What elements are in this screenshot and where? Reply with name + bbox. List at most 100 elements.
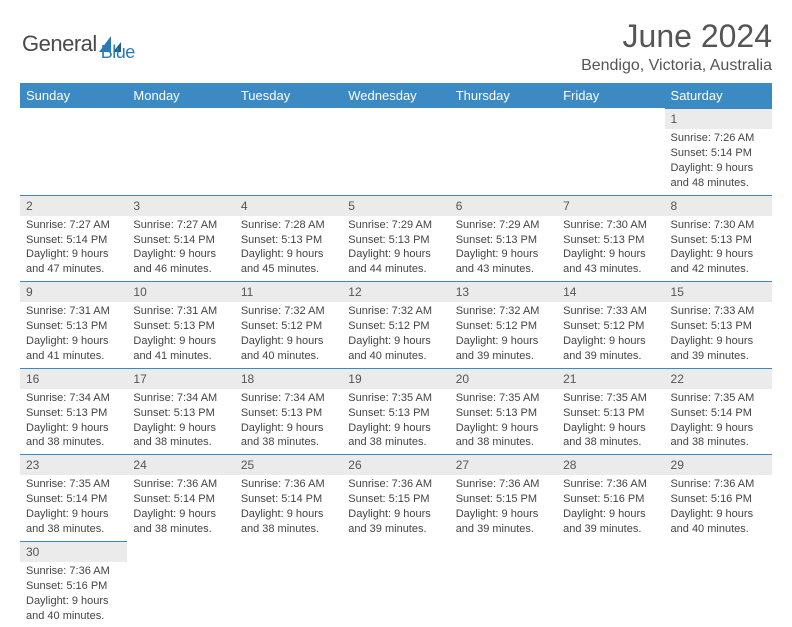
sunset-text: Sunset: 5:14 PM [26, 492, 121, 507]
day-details: Sunrise: 7:36 AMSunset: 5:16 PMDaylight:… [20, 562, 127, 627]
calendar-cell [127, 108, 234, 195]
sunset-text: Sunset: 5:13 PM [563, 406, 658, 421]
logo-text-general: General [22, 31, 97, 57]
sunrise-text: Sunrise: 7:34 AM [133, 391, 228, 406]
day-number: 21 [557, 368, 664, 389]
sunrise-text: Sunrise: 7:32 AM [241, 304, 336, 319]
day-number: 12 [342, 281, 449, 302]
daylight-text: Daylight: 9 hours and 38 minutes. [241, 421, 336, 451]
calendar-cell [342, 541, 449, 627]
calendar-cell: 3Sunrise: 7:27 AMSunset: 5:14 PMDaylight… [127, 195, 234, 282]
sunset-text: Sunset: 5:13 PM [456, 406, 551, 421]
day-number: 23 [20, 454, 127, 475]
sunset-text: Sunset: 5:14 PM [26, 233, 121, 248]
daylight-text: Daylight: 9 hours and 38 minutes. [671, 421, 766, 451]
calendar-cell [450, 541, 557, 627]
sunrise-text: Sunrise: 7:36 AM [241, 477, 336, 492]
daylight-text: Daylight: 9 hours and 40 minutes. [26, 594, 121, 624]
calendar-cell: 20Sunrise: 7:35 AMSunset: 5:13 PMDayligh… [450, 368, 557, 455]
day-details: Sunrise: 7:26 AMSunset: 5:14 PMDaylight:… [665, 129, 772, 194]
calendar-cell: 11Sunrise: 7:32 AMSunset: 5:12 PMDayligh… [235, 281, 342, 368]
sunrise-text: Sunrise: 7:36 AM [26, 564, 121, 579]
day-number: 8 [665, 195, 772, 216]
day-details: Sunrise: 7:36 AMSunset: 5:16 PMDaylight:… [665, 475, 772, 540]
day-details: Sunrise: 7:27 AMSunset: 5:14 PMDaylight:… [20, 216, 127, 281]
day-header: Saturday [665, 83, 772, 108]
daylight-text: Daylight: 9 hours and 39 minutes. [563, 334, 658, 364]
daylight-text: Daylight: 9 hours and 38 minutes. [563, 421, 658, 451]
calendar-cell: 24Sunrise: 7:36 AMSunset: 5:14 PMDayligh… [127, 454, 234, 541]
daylight-text: Daylight: 9 hours and 38 minutes. [456, 421, 551, 451]
daylight-text: Daylight: 9 hours and 38 minutes. [133, 507, 228, 537]
day-details: Sunrise: 7:36 AMSunset: 5:16 PMDaylight:… [557, 475, 664, 540]
calendar-head: SundayMondayTuesdayWednesdayThursdayFrid… [20, 83, 772, 108]
daylight-text: Daylight: 9 hours and 43 minutes. [456, 247, 551, 277]
sunset-text: Sunset: 5:16 PM [563, 492, 658, 507]
calendar-row: 30Sunrise: 7:36 AMSunset: 5:16 PMDayligh… [20, 541, 772, 627]
day-number: 10 [127, 281, 234, 302]
daylight-text: Daylight: 9 hours and 40 minutes. [671, 507, 766, 537]
calendar-cell: 17Sunrise: 7:34 AMSunset: 5:13 PMDayligh… [127, 368, 234, 455]
day-number: 25 [235, 454, 342, 475]
sunset-text: Sunset: 5:15 PM [456, 492, 551, 507]
day-header: Wednesday [342, 83, 449, 108]
calendar-cell: 4Sunrise: 7:28 AMSunset: 5:13 PMDaylight… [235, 195, 342, 282]
sunrise-text: Sunrise: 7:32 AM [456, 304, 551, 319]
daylight-text: Daylight: 9 hours and 40 minutes. [348, 334, 443, 364]
title-block: June 2024 Bendigo, Victoria, Australia [581, 18, 772, 75]
daylight-text: Daylight: 9 hours and 45 minutes. [241, 247, 336, 277]
day-number: 14 [557, 281, 664, 302]
day-details: Sunrise: 7:33 AMSunset: 5:13 PMDaylight:… [665, 302, 772, 367]
sunset-text: Sunset: 5:13 PM [241, 406, 336, 421]
calendar-cell: 8Sunrise: 7:30 AMSunset: 5:13 PMDaylight… [665, 195, 772, 282]
sunrise-text: Sunrise: 7:26 AM [671, 131, 766, 146]
calendar-cell: 28Sunrise: 7:36 AMSunset: 5:16 PMDayligh… [557, 454, 664, 541]
calendar-row: 23Sunrise: 7:35 AMSunset: 5:14 PMDayligh… [20, 454, 772, 541]
day-details: Sunrise: 7:36 AMSunset: 5:14 PMDaylight:… [235, 475, 342, 540]
sunrise-text: Sunrise: 7:34 AM [241, 391, 336, 406]
day-number: 3 [127, 195, 234, 216]
calendar-body: 1Sunrise: 7:26 AMSunset: 5:14 PMDaylight… [20, 108, 772, 627]
sunrise-text: Sunrise: 7:35 AM [671, 391, 766, 406]
day-number: 27 [450, 454, 557, 475]
sunset-text: Sunset: 5:13 PM [26, 406, 121, 421]
daylight-text: Daylight: 9 hours and 48 minutes. [671, 161, 766, 191]
calendar-cell: 21Sunrise: 7:35 AMSunset: 5:13 PMDayligh… [557, 368, 664, 455]
calendar-cell [235, 108, 342, 195]
calendar-cell: 7Sunrise: 7:30 AMSunset: 5:13 PMDaylight… [557, 195, 664, 282]
sunset-text: Sunset: 5:12 PM [563, 319, 658, 334]
sunset-text: Sunset: 5:14 PM [671, 406, 766, 421]
daylight-text: Daylight: 9 hours and 41 minutes. [26, 334, 121, 364]
day-details: Sunrise: 7:33 AMSunset: 5:12 PMDaylight:… [557, 302, 664, 367]
sunrise-text: Sunrise: 7:36 AM [348, 477, 443, 492]
sunset-text: Sunset: 5:16 PM [671, 492, 766, 507]
calendar-cell: 23Sunrise: 7:35 AMSunset: 5:14 PMDayligh… [20, 454, 127, 541]
day-details: Sunrise: 7:31 AMSunset: 5:13 PMDaylight:… [127, 302, 234, 367]
calendar-cell: 14Sunrise: 7:33 AMSunset: 5:12 PMDayligh… [557, 281, 664, 368]
sunset-text: Sunset: 5:13 PM [563, 233, 658, 248]
calendar-row: 2Sunrise: 7:27 AMSunset: 5:14 PMDaylight… [20, 195, 772, 282]
calendar-cell: 25Sunrise: 7:36 AMSunset: 5:14 PMDayligh… [235, 454, 342, 541]
sunrise-text: Sunrise: 7:34 AM [26, 391, 121, 406]
sunset-text: Sunset: 5:12 PM [348, 319, 443, 334]
day-header: Thursday [450, 83, 557, 108]
calendar-cell [342, 108, 449, 195]
logo: General Blue [20, 24, 135, 63]
day-details: Sunrise: 7:31 AMSunset: 5:13 PMDaylight:… [20, 302, 127, 367]
day-details: Sunrise: 7:34 AMSunset: 5:13 PMDaylight:… [235, 389, 342, 454]
daylight-text: Daylight: 9 hours and 38 minutes. [348, 421, 443, 451]
day-details: Sunrise: 7:30 AMSunset: 5:13 PMDaylight:… [557, 216, 664, 281]
day-details: Sunrise: 7:34 AMSunset: 5:13 PMDaylight:… [20, 389, 127, 454]
calendar-cell: 29Sunrise: 7:36 AMSunset: 5:16 PMDayligh… [665, 454, 772, 541]
day-details: Sunrise: 7:35 AMSunset: 5:13 PMDaylight:… [557, 389, 664, 454]
sunset-text: Sunset: 5:13 PM [241, 233, 336, 248]
day-details: Sunrise: 7:32 AMSunset: 5:12 PMDaylight:… [235, 302, 342, 367]
day-details: Sunrise: 7:32 AMSunset: 5:12 PMDaylight:… [342, 302, 449, 367]
day-details: Sunrise: 7:29 AMSunset: 5:13 PMDaylight:… [342, 216, 449, 281]
sunrise-text: Sunrise: 7:35 AM [348, 391, 443, 406]
day-header: Monday [127, 83, 234, 108]
sunset-text: Sunset: 5:13 PM [26, 319, 121, 334]
calendar-cell [20, 108, 127, 195]
day-details: Sunrise: 7:36 AMSunset: 5:14 PMDaylight:… [127, 475, 234, 540]
day-number: 6 [450, 195, 557, 216]
